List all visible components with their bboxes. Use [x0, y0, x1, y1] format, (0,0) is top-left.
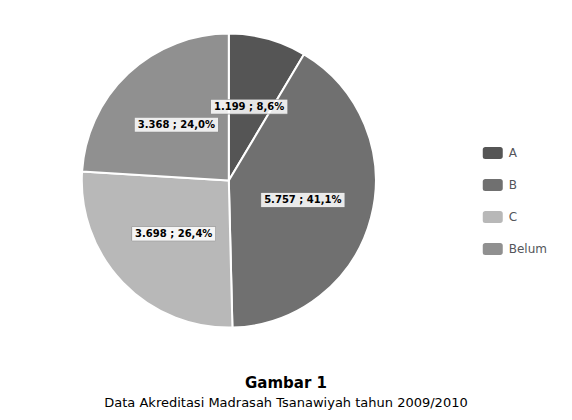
svg-text:B: B	[509, 178, 517, 192]
svg-text:Gambar 1: Gambar 1	[245, 374, 327, 392]
svg-text:C: C	[509, 210, 517, 224]
svg-text:A: A	[509, 146, 518, 160]
svg-text:3.698 ; 26,4%: 3.698 ; 26,4%	[135, 228, 212, 239]
svg-text:3.368 ; 24,0%: 3.368 ; 24,0%	[138, 119, 215, 130]
svg-text:Belum: Belum	[509, 242, 547, 256]
svg-text:1.199 ; 8,6%: 1.199 ; 8,6%	[214, 101, 284, 112]
svg-text:Data Akreditasi Madrasah Tsana: Data Akreditasi Madrasah Tsanawiyah tahu…	[104, 395, 467, 410]
svg-text:5.757 ; 41,1%: 5.757 ; 41,1%	[264, 194, 341, 205]
